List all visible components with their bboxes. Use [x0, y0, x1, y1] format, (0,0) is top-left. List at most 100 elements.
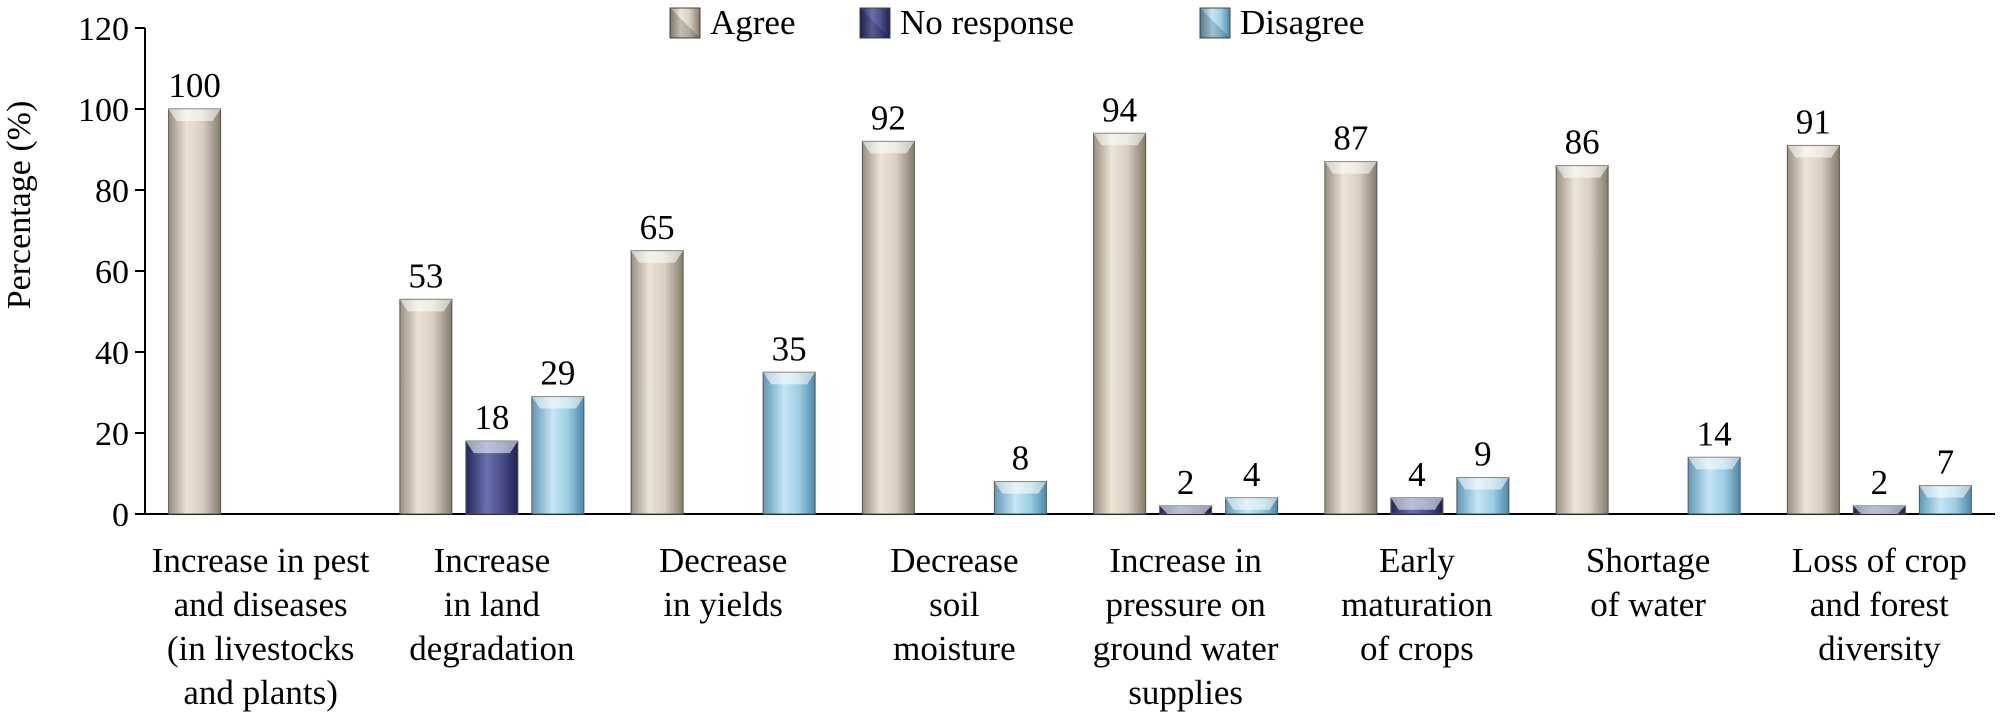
bar-disagree: [762, 371, 816, 515]
bars: [168, 108, 1972, 515]
bar-agree: [1786, 144, 1840, 515]
bar-body: [168, 108, 222, 515]
data-label: 53: [408, 256, 443, 295]
bar-agree: [1324, 161, 1378, 515]
bar-body: [1555, 165, 1609, 515]
x-tick-label-line: in yields: [663, 585, 783, 624]
y-tick-label: 20: [95, 416, 129, 453]
bar-cap: [1787, 145, 1840, 158]
bar-cap: [631, 250, 684, 263]
legend-swatch-shade: [670, 8, 700, 38]
legend-item-no-response: No response: [859, 3, 1074, 42]
data-label: 2: [1177, 463, 1195, 502]
bar-cap: [1390, 497, 1443, 510]
data-label: 2: [1871, 463, 1889, 502]
bar-cap: [1456, 477, 1509, 490]
bar-cap: [399, 299, 452, 312]
bar-agree: [1555, 165, 1609, 515]
x-tick-label-line: and plants): [183, 673, 338, 712]
legend-swatch-shade: [860, 8, 890, 38]
legend-label: Agree: [710, 3, 796, 42]
x-tick-label: Shortage of water: [1586, 541, 1710, 624]
x-tick-label-line: and forest: [1810, 585, 1949, 624]
y-tick-label: 100: [78, 92, 129, 129]
x-tick-label: Increase in pressure on ground water suppli…: [1093, 541, 1279, 712]
data-label: 87: [1333, 119, 1368, 158]
bar-no-response: [1159, 505, 1213, 515]
x-tick-label-line: diversity: [1818, 629, 1941, 668]
data-label: 4: [1408, 455, 1426, 494]
bar-no-response: [465, 440, 519, 515]
legend: Agree No response Disagree: [669, 3, 1364, 42]
y-tick-label: 0: [112, 497, 129, 534]
data-label: 9: [1474, 435, 1492, 474]
x-tick-label-line: pressure on: [1105, 585, 1265, 624]
bar-no-response: [1852, 505, 1906, 515]
data-label: 4: [1243, 455, 1261, 494]
x-tick-label-line: Loss of crop: [1792, 541, 1967, 580]
data-label: 94: [1102, 90, 1137, 129]
x-tick-label-line: Increase: [434, 541, 551, 580]
x-tick-label-line: Increase in: [1109, 541, 1262, 580]
bar-disagree: [993, 481, 1047, 515]
legend-swatch: [1199, 7, 1231, 39]
x-tick-label-line: Shortage: [1586, 541, 1710, 580]
bar-agree: [861, 140, 915, 515]
x-tick-label: Decrease soil moisture: [890, 541, 1018, 668]
x-tick-label-line: Decrease: [659, 541, 787, 580]
data-label: 35: [772, 329, 807, 368]
x-tick-label-line: supplies: [1128, 673, 1243, 712]
x-tick-label: Early maturation of crops: [1341, 541, 1493, 668]
x-tick-label-line: and diseases: [174, 585, 348, 624]
x-tick-label-line: maturation: [1341, 585, 1493, 624]
data-label: 8: [1012, 439, 1030, 478]
bar-cap: [168, 109, 221, 121]
legend-label: No response: [900, 3, 1074, 42]
legend-label: Disagree: [1240, 3, 1364, 42]
x-tick-label: Increase in land degradation: [409, 541, 574, 668]
bar-body: [762, 371, 816, 515]
bar-disagree: [1918, 485, 1972, 515]
data-label: 18: [474, 398, 509, 437]
bar-cap: [1556, 165, 1609, 178]
bar-body: [465, 440, 519, 515]
bar-body: [399, 298, 453, 515]
x-tick-label-line: in land: [444, 585, 541, 624]
data-label: 91: [1796, 102, 1831, 141]
x-tick-label-line: Increase in pest: [152, 541, 370, 580]
x-tick-label-line: moisture: [893, 629, 1015, 668]
x-tick-label-line: soil: [929, 585, 980, 624]
legend-swatch-shade: [1200, 8, 1230, 38]
y-tick-label: 60: [95, 254, 129, 291]
bar-cap: [465, 441, 518, 454]
y-axis: 0 20 40 60 80 100 120: [78, 11, 146, 534]
y-axis-label: Percentage (%): [1, 101, 38, 310]
bar-body: [1324, 161, 1378, 515]
x-tick-label: Loss of crop and forest diversity: [1792, 541, 1967, 668]
bar-cap: [1159, 505, 1212, 514]
bar-cap: [1093, 133, 1146, 146]
bar-body: [1786, 144, 1840, 515]
bar-cap: [1919, 485, 1972, 498]
bar-cap: [1688, 457, 1741, 470]
x-tick-label: Increase in pest and diseases (in livestoc…: [152, 541, 370, 712]
bar-body: [531, 396, 585, 515]
legend-swatch: [859, 7, 891, 39]
y-tick-label: 40: [95, 335, 129, 372]
data-label: 100: [168, 66, 221, 105]
x-tick-label-line: ground water: [1093, 629, 1279, 668]
x-tick-label-line: Decrease: [890, 541, 1018, 580]
legend-item-disagree: Disagree: [1199, 3, 1364, 42]
x-tick-label-line: of water: [1590, 585, 1706, 624]
x-tick-label-line: of crops: [1360, 629, 1474, 668]
bar-no-response: [1390, 497, 1444, 515]
x-axis: Increase in pest and diseases (in livestoc…: [145, 513, 1995, 712]
data-label: 7: [1937, 443, 1955, 482]
x-tick-label-line: Early: [1379, 541, 1455, 580]
legend-swatch: [669, 7, 701, 39]
bar-agree: [168, 108, 222, 515]
bar-cap: [862, 141, 915, 154]
x-tick-label-line: (in livestocks: [167, 629, 355, 668]
bar-disagree: [531, 396, 585, 515]
